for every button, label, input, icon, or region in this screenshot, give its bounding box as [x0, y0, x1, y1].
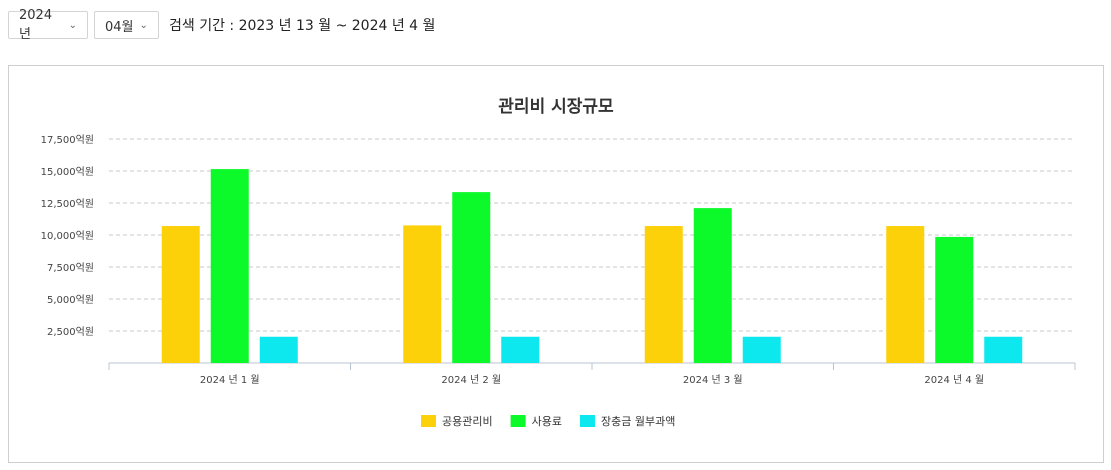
month-select[interactable]: 04월 ⌄ — [94, 11, 159, 39]
chart-panel: 관리비 시장규모 2,500억원 5,000억원 7,500억원 10,000억원 12,… — [8, 65, 1104, 463]
x-tick-label: 2024 년 2 월 — [441, 374, 501, 386]
legend-swatch — [579, 415, 595, 427]
bar — [403, 225, 442, 363]
filter-bar: 2024년 ⌄ 04월 ⌄ 검색 기간 : 2023 년 13 월 ~ 2024… — [8, 8, 436, 42]
y-tick-label: 7,500억원 — [47, 262, 94, 274]
y-tick-label: 5,000억원 — [47, 294, 94, 306]
x-tick-label: 2024 년 4 월 — [924, 374, 984, 386]
bar — [693, 208, 732, 363]
bar — [161, 226, 200, 363]
y-tick-label: 17,500억원 — [41, 134, 94, 146]
bar — [984, 336, 1023, 363]
bar — [935, 236, 974, 363]
x-tick-label: 2024 년 1 월 — [200, 374, 260, 386]
year-select[interactable]: 2024년 ⌄ — [8, 8, 88, 42]
search-period-text: 검색 기간 : 2023 년 13 월 ~ 2024 년 4 월 — [169, 18, 436, 34]
month-select-value: 04월 — [105, 19, 134, 35]
legend-label: 공용관리비 — [442, 415, 493, 428]
chart-title: 관리비 시장규모 — [498, 97, 614, 117]
bar — [742, 336, 781, 363]
y-tick-label: 15,000억원 — [41, 166, 94, 178]
bar — [501, 336, 540, 363]
bar — [210, 169, 249, 363]
legend-swatch — [421, 415, 436, 427]
chevron-down-icon: ⌄ — [68, 19, 77, 31]
chevron-down-icon: ⌄ — [139, 19, 148, 31]
bar — [644, 226, 683, 363]
bar — [886, 226, 925, 363]
bar — [452, 192, 491, 363]
y-tick-label: 10,000억원 — [41, 230, 94, 242]
legend-label: 사용료 — [532, 415, 562, 428]
x-tick-label: 2024 년 3 월 — [683, 374, 743, 386]
y-tick-label: 2,500억원 — [47, 326, 94, 338]
year-select-value: 2024년 — [19, 8, 53, 42]
bar-chart: 관리비 시장규모 2,500억원 5,000억원 7,500억원 10,000억원 12,… — [41, 97, 1076, 428]
legend-label: 장충금 월부과액 — [601, 415, 675, 428]
legend-swatch — [510, 415, 526, 427]
y-tick-label: 12,500억원 — [41, 198, 94, 210]
bar — [259, 336, 298, 363]
